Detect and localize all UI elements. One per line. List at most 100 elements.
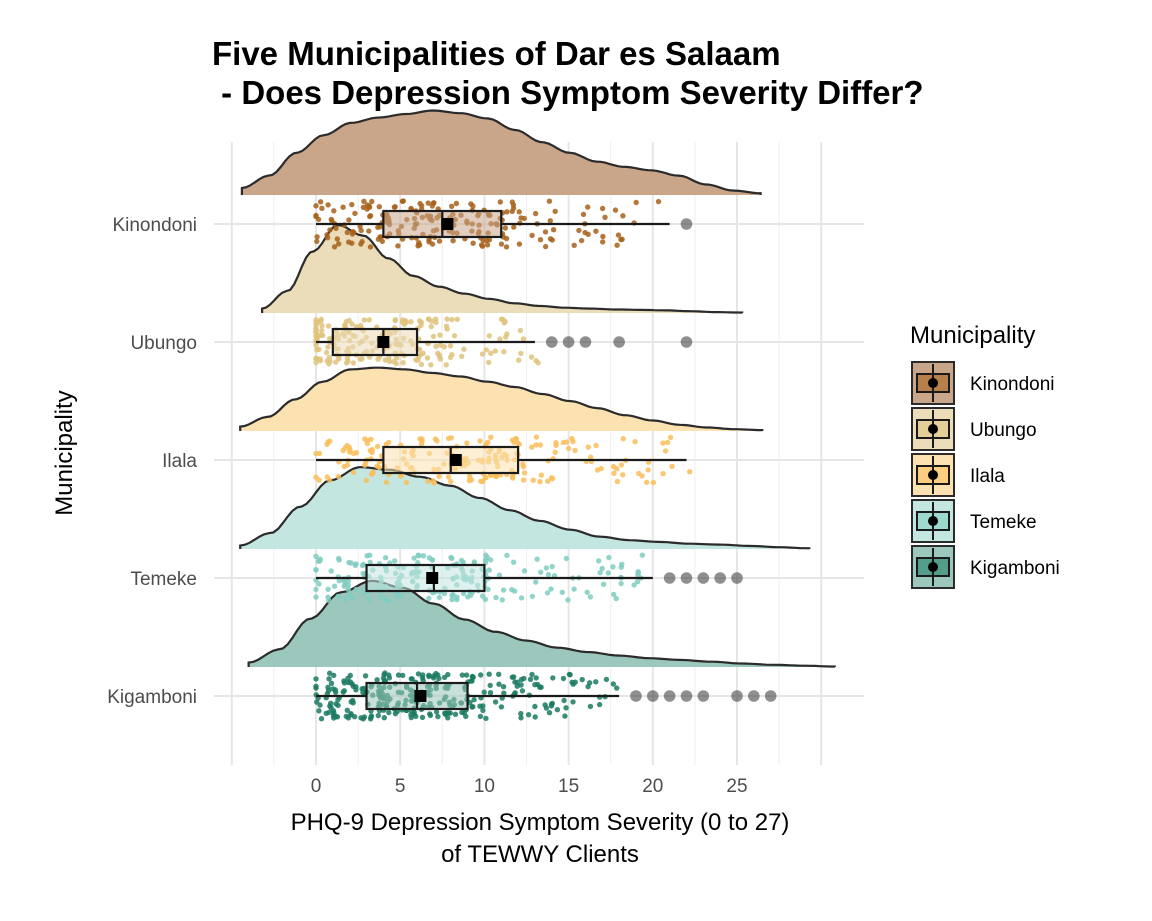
data-point — [358, 227, 364, 234]
data-point — [327, 227, 333, 233]
data-point — [599, 205, 606, 212]
data-point — [408, 319, 414, 325]
data-point — [362, 673, 369, 679]
data-point — [469, 678, 475, 684]
data-point — [503, 244, 510, 250]
outlier-point — [663, 572, 676, 584]
data-point — [435, 713, 441, 720]
data-point — [500, 587, 507, 593]
data-point — [367, 213, 374, 219]
data-point — [346, 217, 352, 223]
density-cloud-kinondoni — [241, 110, 761, 195]
data-point — [313, 676, 319, 682]
data-point — [562, 713, 568, 719]
data-point — [498, 241, 505, 247]
data-point — [662, 448, 669, 454]
data-point — [334, 236, 340, 242]
data-point — [318, 716, 325, 722]
data-point — [483, 715, 489, 722]
data-point — [435, 350, 441, 356]
data-point — [317, 199, 324, 205]
data-point — [565, 445, 572, 452]
data-point — [351, 714, 358, 720]
data-point — [501, 349, 507, 355]
legend-items: Kinondoni Ubungo Ilala Temeke Kigamboni — [911, 361, 1060, 589]
data-point — [313, 342, 319, 348]
data-point — [361, 198, 367, 204]
data-point — [349, 321, 355, 327]
data-point — [408, 676, 414, 682]
data-point — [631, 582, 637, 588]
data-point — [565, 597, 571, 603]
density-cloud-ubungo — [262, 225, 743, 313]
data-point — [511, 224, 517, 230]
data-point — [400, 672, 406, 679]
data-point — [314, 238, 320, 245]
data-point — [552, 208, 558, 215]
data-point — [517, 327, 524, 334]
outlier-point — [680, 336, 693, 348]
data-point — [519, 688, 526, 694]
data-point — [361, 317, 367, 323]
data-point — [331, 672, 337, 678]
data-point — [515, 440, 521, 446]
outlier-point — [731, 572, 743, 584]
data-point — [552, 449, 558, 455]
data-point — [571, 586, 577, 592]
data-point — [520, 477, 527, 483]
data-point — [518, 715, 524, 721]
data-point — [660, 471, 666, 477]
data-point — [650, 479, 657, 486]
data-point — [357, 356, 363, 362]
data-point — [323, 710, 329, 716]
data-point — [454, 316, 460, 322]
data-point — [501, 690, 507, 696]
data-point — [484, 242, 491, 248]
data-point — [593, 679, 599, 685]
data-point — [535, 360, 541, 366]
data-point — [346, 444, 352, 451]
data-point — [610, 681, 616, 687]
data-point — [527, 676, 534, 682]
mean-marker — [377, 336, 390, 348]
data-point — [498, 316, 505, 322]
data-point — [486, 567, 492, 573]
data-point — [426, 595, 432, 602]
data-point — [459, 672, 465, 678]
data-point — [614, 466, 620, 472]
data-point — [361, 714, 368, 720]
data-point — [618, 236, 624, 243]
data-point — [330, 708, 337, 714]
outlier-point — [680, 690, 693, 702]
data-point — [533, 675, 539, 681]
data-point — [323, 349, 330, 356]
data-point — [664, 439, 671, 446]
outlier-point — [731, 690, 743, 702]
data-point — [331, 583, 338, 589]
data-point — [579, 676, 585, 683]
outlier-point — [630, 690, 642, 702]
data-point — [567, 672, 573, 678]
data-point — [510, 559, 517, 565]
data-point — [331, 244, 338, 250]
data-point — [560, 675, 567, 682]
data-point — [480, 703, 486, 709]
data-point — [606, 554, 612, 561]
data-point — [553, 440, 559, 446]
data-point — [403, 479, 410, 486]
data-point — [318, 318, 324, 324]
data-point — [391, 358, 397, 365]
data-point — [528, 354, 535, 360]
data-point — [605, 570, 611, 576]
data-point — [612, 207, 619, 213]
data-point — [382, 555, 389, 561]
data-point — [543, 565, 550, 571]
data-point — [352, 210, 358, 217]
data-point — [425, 478, 431, 484]
data-point — [639, 552, 645, 558]
data-point — [618, 462, 625, 468]
data-point — [497, 199, 503, 205]
data-point — [417, 242, 423, 248]
data-point — [492, 348, 499, 354]
